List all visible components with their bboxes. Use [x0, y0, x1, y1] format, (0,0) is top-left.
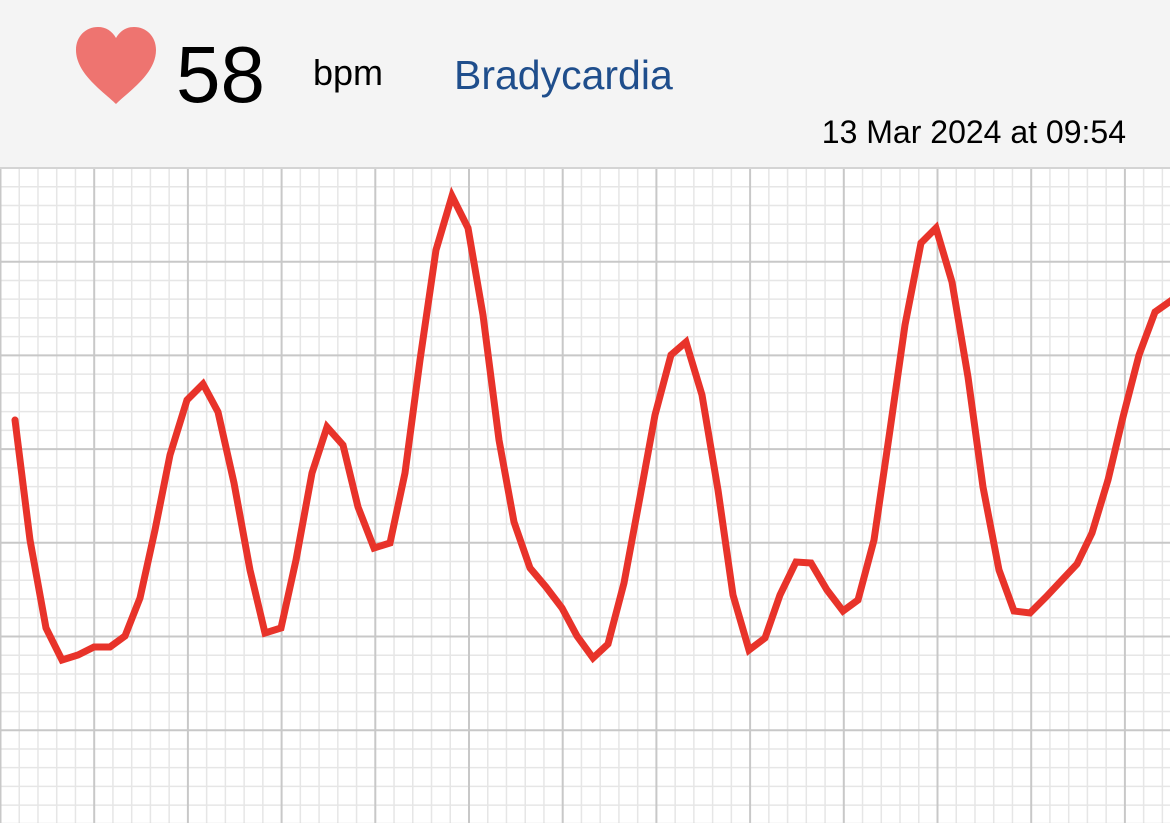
reading-header: 58 bpm Bradycardia 13 Mar 2024 at 09:54 — [0, 0, 1170, 169]
heart-rate-value: 58 — [176, 30, 265, 119]
reading-timestamp: 13 Mar 2024 at 09:54 — [821, 114, 1126, 150]
heart-rate-unit: bpm — [313, 52, 384, 93]
classification-label[interactable]: Bradycardia — [454, 52, 673, 98]
grid-minor-lines — [0, 169, 1170, 823]
ecg-trace — [11, 186, 1170, 665]
ecg-chart — [0, 169, 1170, 823]
grid-major-lines — [0, 169, 1170, 823]
heart-icon — [76, 27, 156, 104]
